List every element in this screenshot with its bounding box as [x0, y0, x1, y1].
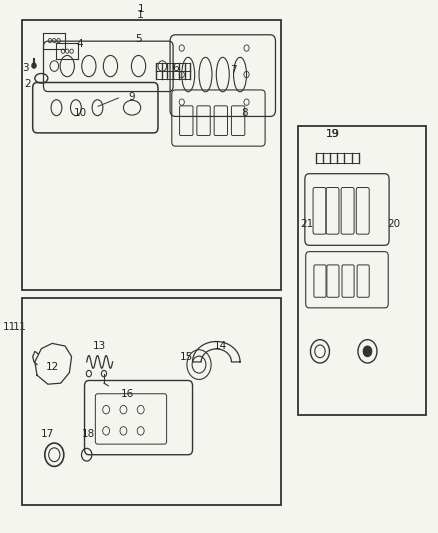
Circle shape — [363, 346, 372, 357]
Text: 12: 12 — [46, 362, 59, 372]
Text: 16: 16 — [121, 389, 134, 399]
Text: 14: 14 — [214, 341, 227, 351]
Text: 13: 13 — [93, 341, 106, 351]
Text: 3: 3 — [22, 63, 28, 72]
Text: 6: 6 — [172, 63, 179, 72]
Text: 19: 19 — [326, 129, 340, 139]
Text: 7: 7 — [230, 66, 237, 75]
Circle shape — [32, 63, 36, 68]
Text: 1: 1 — [137, 10, 144, 20]
Text: 8: 8 — [241, 108, 247, 118]
Bar — [298, 126, 426, 415]
Text: 11: 11 — [2, 322, 16, 333]
Text: 20: 20 — [387, 219, 400, 229]
Bar — [22, 20, 281, 290]
Text: 15: 15 — [180, 352, 193, 361]
Text: 2: 2 — [24, 78, 31, 88]
Text: 4: 4 — [77, 39, 84, 49]
Text: 1: 1 — [138, 4, 144, 14]
Text: 11: 11 — [13, 322, 27, 333]
Text: 21: 21 — [300, 219, 314, 229]
Text: 5: 5 — [135, 34, 142, 44]
Text: 17: 17 — [41, 429, 54, 439]
Text: 18: 18 — [82, 429, 95, 439]
Bar — [22, 298, 281, 505]
Text: 19: 19 — [326, 129, 339, 139]
Text: 9: 9 — [129, 92, 135, 102]
Text: 10: 10 — [74, 108, 87, 118]
